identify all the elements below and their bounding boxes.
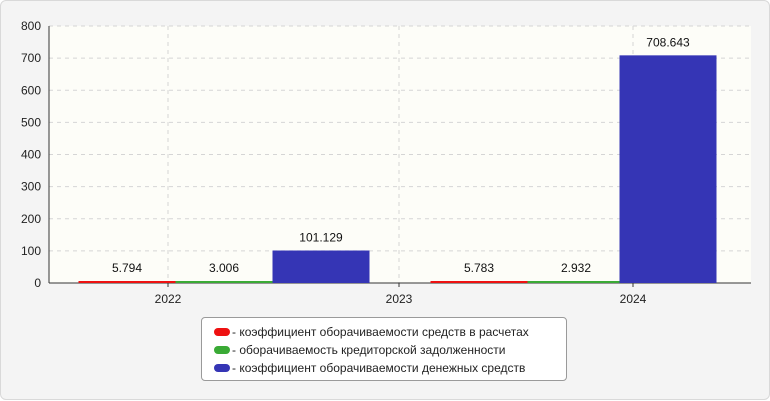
legend-label: - коэффициент оборачиваемости денежных с… [232, 361, 526, 375]
y-tick-label: 700 [21, 51, 41, 65]
x-tick-label: 2022 [155, 292, 182, 306]
legend-item: - оборачиваемость кредиторской задолженн… [214, 341, 566, 359]
y-tick-label: 100 [21, 244, 41, 258]
bar-value-label: 3.006 [209, 261, 239, 275]
bar-value-label: 101.129 [299, 231, 343, 245]
bar [527, 281, 625, 283]
y-tick-label: 400 [21, 148, 41, 162]
x-tick-label: 2023 [386, 292, 413, 306]
y-tick-label: 300 [21, 180, 41, 194]
legend-swatch [214, 346, 230, 354]
legend-label: - коэффициент оборачиваемости средств в … [232, 325, 529, 339]
legend-swatch [214, 364, 230, 372]
y-tick-label: 600 [21, 83, 41, 97]
bar-value-label: 5.783 [464, 261, 494, 275]
legend-item: - коэффициент оборачиваемости средств в … [214, 323, 566, 341]
y-tick-label: 800 [21, 19, 41, 33]
bar [175, 281, 273, 283]
y-tick-label: 500 [21, 115, 41, 129]
legend-item: - коэффициент оборачиваемости денежных с… [214, 359, 566, 377]
legend-label: - оборачиваемость кредиторской задолженн… [232, 343, 506, 357]
chart-legend: - коэффициент оборачиваемости средств в … [201, 317, 567, 381]
y-tick-label: 0 [34, 276, 41, 290]
bar [272, 250, 370, 283]
legend-swatch [214, 328, 230, 336]
bar [78, 281, 176, 283]
bar [430, 281, 528, 283]
bar-value-label: 708.643 [646, 35, 690, 49]
x-tick-label: 2024 [620, 292, 647, 306]
bar [619, 55, 717, 283]
bar-value-label: 2.932 [561, 261, 591, 275]
bar-value-label: 5.794 [112, 261, 142, 275]
y-tick-label: 200 [21, 212, 41, 226]
